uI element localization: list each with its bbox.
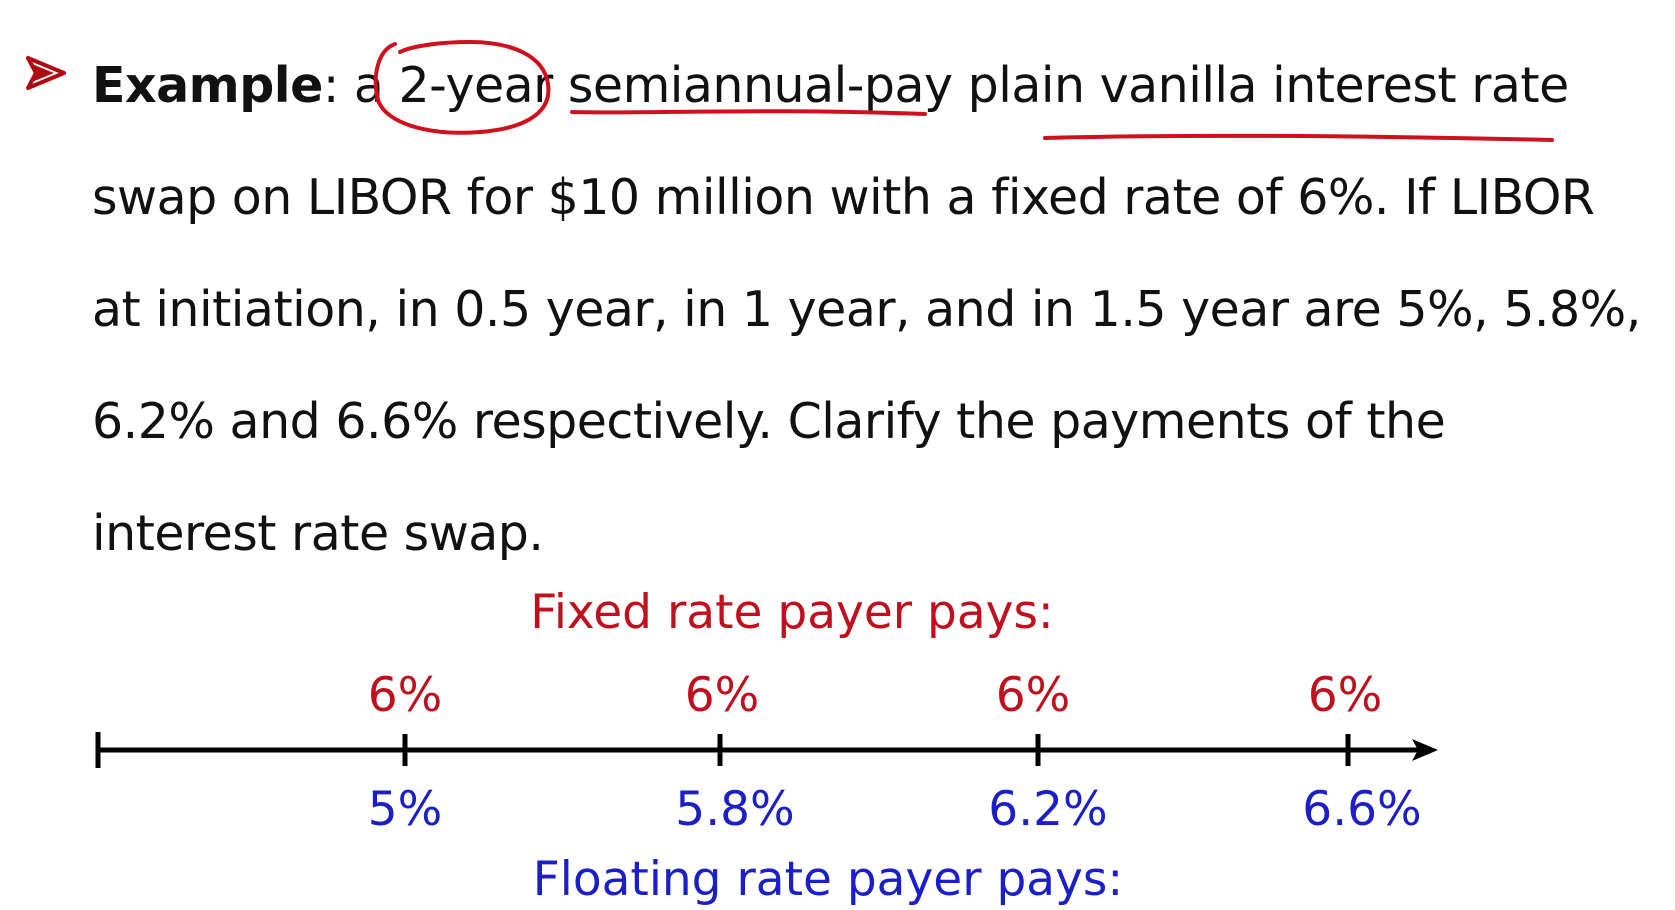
floating-rate-label: 6.2% <box>988 782 1108 837</box>
fixed-rate-label: 6% <box>367 668 443 723</box>
floating-rate-label: 5.8% <box>675 782 795 837</box>
example-line-4: 6.2% and 6.6% respectively. Clarify the … <box>92 393 1446 450</box>
floating-rate-label: 5% <box>367 782 443 837</box>
fixed-rate-label: 6% <box>1307 668 1383 723</box>
example-paragraph: Example: a 2-year semiannual-pay plain v… <box>92 30 1662 590</box>
fixed-rate-label: 6% <box>995 668 1071 723</box>
floating-rate-title: Floating rate payer pays: <box>532 852 1124 907</box>
example-after-label: : a <box>322 57 399 114</box>
floating-rate-label: 6.6% <box>1302 782 1422 837</box>
timeline-arrowhead <box>1412 739 1438 761</box>
example-line-3: at initiation, in 0.5 year, in 1 year, a… <box>92 281 1641 338</box>
example-line-5: interest rate swap. <box>92 505 544 562</box>
example-line-2: swap on LIBOR for $10 million with a fix… <box>92 169 1595 226</box>
fixed-rate-label: 6% <box>684 668 760 723</box>
example-label: Example <box>92 57 323 114</box>
arrowhead-bullet-icon <box>26 56 66 90</box>
fixed-rate-title: Fixed rate payer pays: <box>530 585 1054 640</box>
example-line-1-rest: semiannual-pay plain vanilla interest ra… <box>552 57 1569 114</box>
